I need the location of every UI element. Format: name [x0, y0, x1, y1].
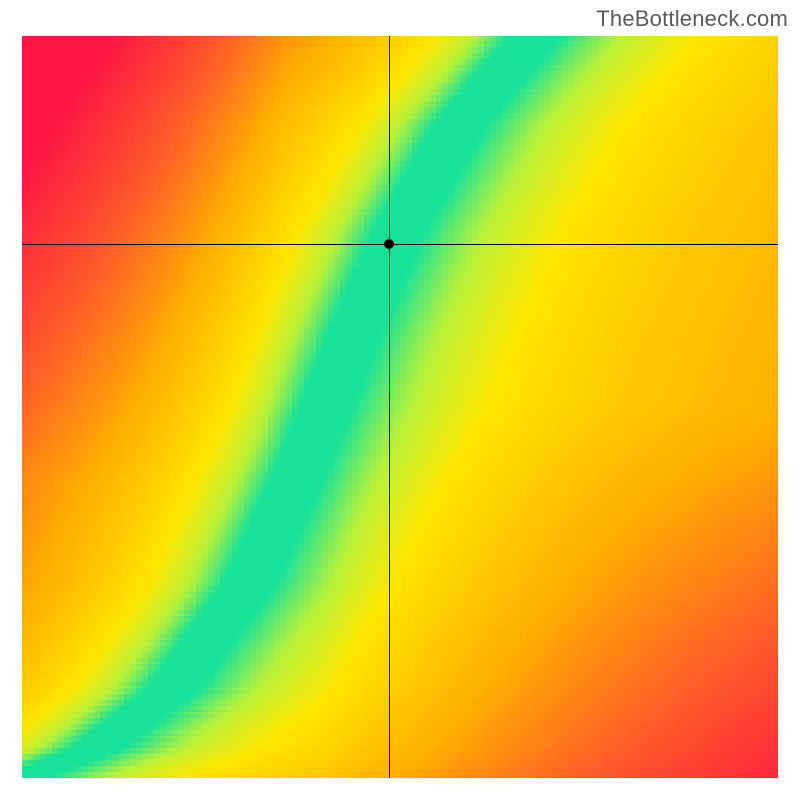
crosshair-horizontal [22, 244, 778, 245]
plot-area [22, 36, 778, 778]
watermark-label: TheBottleneck.com [596, 6, 788, 32]
crosshair-vertical [389, 36, 390, 778]
heatmap-canvas [22, 36, 778, 778]
crosshair-marker [384, 239, 394, 249]
chart-container: TheBottleneck.com [0, 0, 800, 800]
